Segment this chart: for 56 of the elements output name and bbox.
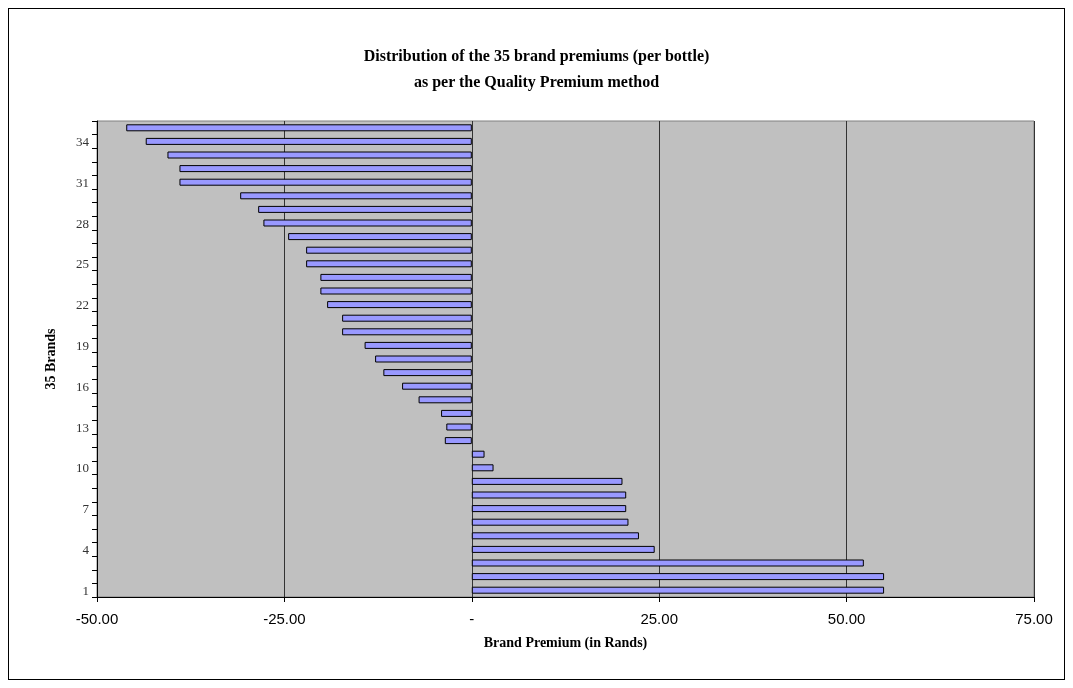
y-tick-label: 16: [76, 378, 90, 394]
x-tick-label: 75.00: [1015, 610, 1053, 627]
x-tick-label: -50.00: [75, 610, 119, 627]
x-tick-label: 50.00: [827, 610, 866, 627]
y-tick-label: 28: [76, 215, 89, 231]
y-tick-label: 7: [82, 501, 90, 517]
bar: [342, 314, 472, 322]
bar: [444, 437, 472, 445]
bar: [167, 151, 472, 159]
y-tick-label: 1: [82, 582, 89, 598]
x-tick-label: -: [469, 610, 475, 627]
bar: [471, 505, 627, 513]
bar: [383, 369, 472, 377]
y-tick-label: 19: [76, 337, 89, 353]
bar: [471, 491, 627, 499]
bar: [126, 124, 472, 132]
bar: [471, 464, 494, 472]
bar: [471, 545, 655, 553]
bar: [471, 586, 885, 594]
bar: [179, 178, 472, 186]
bar: [145, 137, 472, 145]
bar: [375, 355, 472, 363]
bar: [306, 260, 472, 268]
x-tick-label: 25.00: [640, 610, 678, 627]
bar: [364, 341, 472, 349]
bar: [418, 396, 472, 404]
bar: [288, 233, 472, 241]
bar: [471, 559, 864, 567]
bar: [471, 518, 629, 526]
bar: [258, 205, 472, 213]
bar: [342, 328, 472, 336]
bar: [263, 219, 472, 227]
x-axis-title: Brand Premium (in Rands): [483, 634, 648, 651]
bar: [471, 450, 485, 458]
x-tick-label: -25.00: [263, 610, 306, 627]
y-tick-label: 4: [82, 541, 90, 557]
y-tick-label: 34: [76, 133, 90, 149]
bar: [320, 273, 472, 281]
bar: [240, 192, 472, 200]
bar: [402, 382, 472, 390]
bar: [471, 477, 623, 485]
bar: [446, 423, 472, 431]
y-tick-label: 22: [76, 297, 89, 313]
y-tick-label: 25: [76, 256, 89, 272]
bar: [320, 287, 472, 295]
bar: [327, 301, 472, 309]
y-tick-label: 13: [76, 419, 89, 435]
bar: [179, 165, 472, 173]
y-tick-label: 10: [76, 460, 89, 476]
y-tick-label: 31: [76, 174, 89, 190]
bar: [306, 246, 472, 254]
bar: [471, 573, 885, 581]
chart-title: Distribution of the 35 brand premiums (per bottle) as per the Quality Premium method: [363, 46, 710, 91]
bar: [441, 409, 472, 417]
y-axis-title: 35 Brands: [42, 327, 58, 390]
bar: [471, 532, 639, 540]
